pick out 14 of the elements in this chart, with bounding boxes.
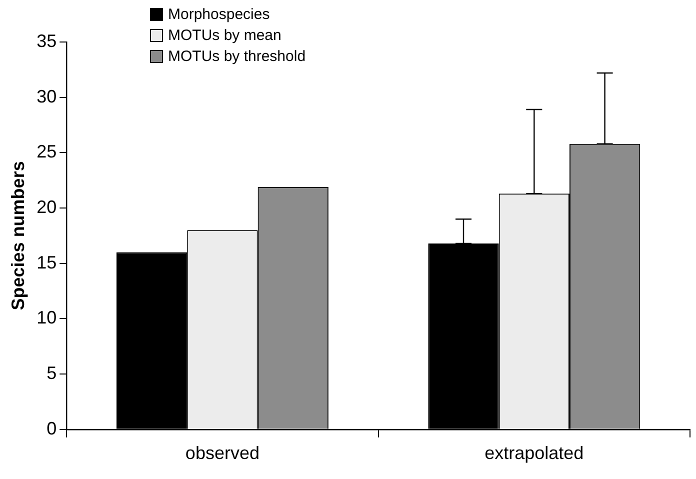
legend-label: MOTUs by mean (168, 26, 282, 46)
y-tick-label: 20 (36, 196, 57, 217)
x-tick-label: observed (185, 443, 260, 464)
legend-label: MOTUs by threshold (168, 47, 306, 67)
y-tick-label: 5 (46, 363, 57, 384)
y-axis-title: Species numbers (8, 161, 28, 310)
y-tick-label: 10 (36, 308, 57, 328)
y-tick-label: 35 (36, 30, 57, 51)
y-tick-label: 30 (36, 86, 57, 106)
x-tick-label: extrapolated (484, 443, 584, 464)
y-tick-label: 15 (36, 252, 57, 272)
legend-label: Morphospecies (168, 5, 270, 25)
y-tick-label: 0 (46, 418, 57, 438)
y-tick-label: 25 (36, 142, 57, 162)
